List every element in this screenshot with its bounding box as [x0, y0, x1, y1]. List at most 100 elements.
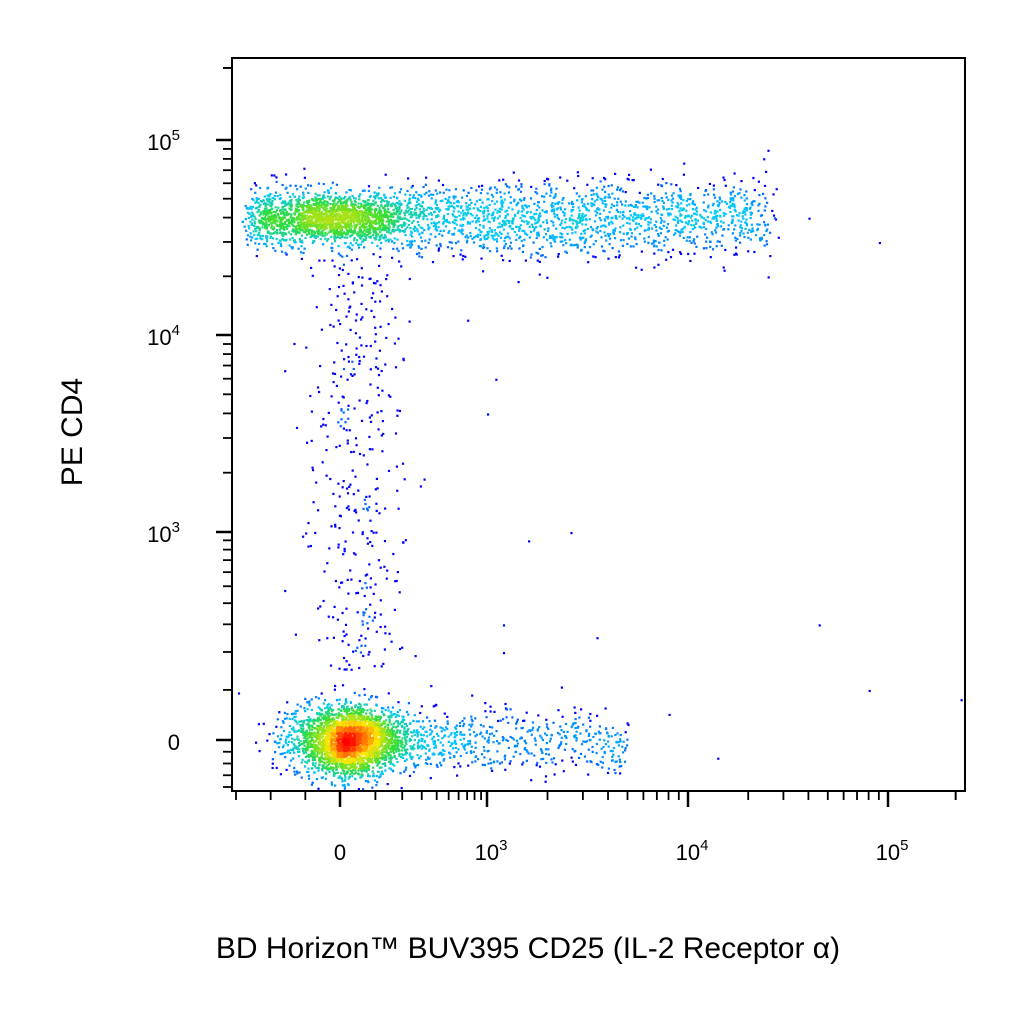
data-point	[286, 191, 289, 194]
data-point	[449, 752, 452, 755]
data-point	[399, 224, 402, 227]
data-point	[342, 630, 345, 633]
data-point	[306, 209, 309, 212]
data-point	[342, 197, 345, 200]
data-point	[604, 743, 607, 746]
data-point	[337, 245, 340, 248]
data-point	[345, 254, 349, 257]
data-point	[575, 192, 578, 195]
data-point	[372, 281, 376, 285]
data-point	[381, 420, 384, 423]
data-point	[398, 213, 401, 216]
data-point	[299, 240, 302, 243]
data-point	[315, 777, 319, 781]
data-point	[350, 225, 353, 228]
data-point	[693, 242, 696, 245]
data-point	[366, 214, 369, 217]
data-point	[300, 234, 303, 237]
data-point	[344, 698, 348, 701]
data-point	[412, 227, 415, 231]
data-point	[340, 231, 343, 235]
data-point	[452, 255, 455, 258]
data-point	[271, 196, 274, 200]
data-point	[320, 709, 323, 712]
data-point	[560, 741, 563, 744]
data-point	[244, 204, 247, 208]
data-point	[525, 711, 528, 714]
data-point	[295, 745, 298, 748]
data-point	[604, 178, 607, 181]
data-point	[766, 228, 769, 231]
data-point	[570, 756, 573, 759]
data-point	[340, 409, 343, 412]
data-point	[445, 218, 448, 222]
data-point	[304, 710, 307, 713]
data-point	[524, 259, 527, 262]
data-point	[367, 627, 370, 630]
data-point	[530, 253, 533, 256]
data-point	[258, 750, 261, 753]
data-point	[312, 763, 315, 766]
data-point	[377, 718, 381, 721]
data-point	[283, 233, 286, 236]
data-point	[470, 725, 473, 728]
data-point	[729, 204, 732, 207]
data-point	[652, 239, 655, 242]
data-point	[319, 201, 322, 204]
data-point	[280, 212, 283, 215]
data-point	[310, 749, 313, 752]
data-point	[395, 741, 399, 744]
data-point	[404, 768, 407, 771]
data-point	[403, 727, 406, 730]
data-point	[566, 730, 569, 733]
data-point	[397, 215, 400, 218]
data-point	[445, 726, 448, 729]
data-point	[614, 760, 617, 763]
data-point	[594, 256, 597, 259]
data-point	[316, 724, 319, 727]
data-point	[370, 414, 373, 417]
data-point	[410, 747, 413, 750]
data-point	[313, 753, 316, 756]
data-point	[607, 740, 610, 743]
data-point	[617, 741, 620, 744]
data-point	[387, 208, 390, 211]
data-point	[542, 236, 545, 239]
data-point	[284, 200, 287, 203]
data-point	[362, 614, 365, 617]
data-point	[503, 224, 506, 227]
data-point	[482, 219, 485, 222]
data-point	[577, 214, 581, 217]
data-point	[510, 220, 513, 223]
data-point	[389, 186, 392, 189]
data-point	[389, 238, 392, 241]
data-point	[281, 208, 284, 211]
data-point	[288, 222, 291, 225]
data-point	[328, 198, 331, 201]
data-point	[267, 231, 270, 234]
data-point	[245, 238, 248, 241]
data-point	[266, 235, 269, 238]
data-point	[268, 195, 271, 198]
data-point	[311, 229, 314, 232]
data-point	[687, 252, 690, 256]
data-point	[339, 237, 342, 240]
data-point	[323, 717, 326, 720]
data-point	[757, 209, 760, 212]
data-point	[285, 211, 289, 215]
data-point	[716, 214, 719, 217]
data-point	[271, 216, 274, 219]
data-point	[342, 553, 345, 556]
data-point	[723, 178, 726, 182]
data-point	[584, 214, 587, 217]
data-point	[255, 198, 258, 201]
data-point	[293, 195, 296, 198]
data-point	[395, 465, 398, 468]
data-point	[460, 228, 464, 231]
data-point	[447, 231, 450, 234]
data-point	[609, 233, 612, 236]
data-point	[379, 613, 382, 616]
data-point	[316, 386, 320, 389]
data-point	[660, 249, 663, 252]
